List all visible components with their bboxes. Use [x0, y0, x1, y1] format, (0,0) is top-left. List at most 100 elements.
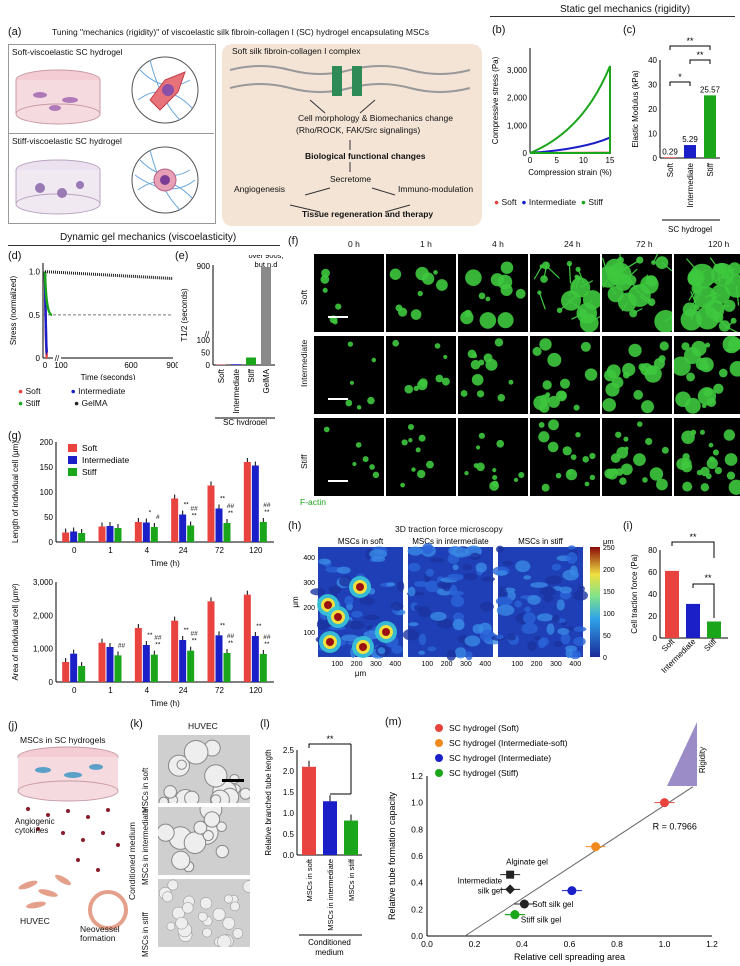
- sig-mark: **: [192, 638, 198, 645]
- note-label: but n.d: [255, 260, 278, 269]
- series-gelma: [44, 270, 174, 281]
- map-texture: [371, 556, 386, 562]
- y-tick-label: 50: [201, 349, 210, 358]
- time-col-label: 4 h: [492, 239, 504, 249]
- neovessel-label: Neovessel formation: [80, 924, 120, 944]
- tube-loop: [230, 901, 240, 912]
- panel-f-microscopy-grid: 0 h 1 h 4 h 24 h 72 h 120 h Soft Intermediate St…: [299, 239, 740, 510]
- rigidity-wedge: [667, 722, 697, 786]
- y-tick-label: 1.0: [283, 809, 295, 818]
- cell-blob: [562, 446, 572, 456]
- map-texture: [429, 557, 445, 563]
- x-axis-label: Time (seconds): [81, 373, 136, 380]
- x-tick-label: MSCs in stiff: [347, 858, 356, 901]
- x-tick-label: 100: [511, 661, 523, 668]
- sig-mark: **: [147, 632, 153, 639]
- y-tick-label: 200: [40, 438, 54, 447]
- x-tick-label: 200: [531, 661, 543, 668]
- microscopy-tile: [674, 418, 740, 496]
- cell-protrusion: [619, 266, 628, 275]
- cell-protrusion: [545, 265, 560, 279]
- cell-blob: [681, 430, 695, 444]
- huvec-image: [156, 797, 250, 875]
- panel-a-divider: [8, 133, 214, 134]
- membrane: [229, 65, 471, 96]
- cell-protrusion: [533, 266, 543, 280]
- y-tick-label: 100: [303, 630, 315, 637]
- map-texture: [407, 546, 423, 556]
- y-tick-label: 0: [49, 538, 54, 547]
- panel-letter-h: (h): [288, 520, 302, 532]
- cell-blob: [395, 304, 403, 312]
- point-label: Intermediate: [458, 876, 503, 885]
- cell-blob: [724, 453, 738, 466]
- sig-mark: **: [155, 642, 161, 649]
- cell-protrusion: [661, 262, 673, 272]
- map-texture: [557, 627, 570, 635]
- map-texture: [479, 629, 495, 642]
- legend-swatch: [68, 444, 77, 452]
- map-texture: [351, 610, 363, 618]
- note-label: over 900s,: [248, 255, 283, 260]
- cell-blob: [623, 436, 629, 442]
- colorbar-tick: 200: [603, 567, 615, 574]
- panel-letter-k: (k): [130, 718, 143, 730]
- cell-blob: [434, 343, 441, 349]
- cell-blob: [547, 441, 559, 453]
- map-texture: [462, 563, 473, 571]
- chart-l: 0.0 0.5 1.0 1.5 2.0 2.5 Relative branched tube…: [264, 734, 362, 957]
- panel-h-title: 3D traction force microscopy: [395, 524, 503, 534]
- map-texture: [551, 563, 562, 571]
- y-tick-label: 0.6: [411, 851, 423, 861]
- cell-blob: [496, 439, 505, 448]
- y-axis-label: Relative branched tube length: [264, 749, 273, 855]
- map-texture: [349, 620, 365, 630]
- cell-blob: [578, 309, 588, 318]
- cell-blob: [478, 359, 485, 366]
- tube-loop: [232, 928, 244, 939]
- panel-letter-f: (f): [288, 235, 299, 247]
- x-tick-label: 100: [421, 661, 433, 668]
- x-tick-label: 300: [460, 661, 472, 668]
- tube-loop: [167, 879, 179, 891]
- cell-blob: [706, 397, 717, 408]
- cell-blob: [729, 361, 740, 377]
- bar-intermediate: [142, 645, 150, 682]
- cell-blob: [500, 261, 514, 274]
- cell-blob: [700, 466, 710, 477]
- microscopy-tile: [386, 418, 456, 496]
- chart-b-legend: ● Soft ● Intermediate ● Stiff: [494, 197, 603, 207]
- cell-blob: [464, 309, 472, 318]
- cell-blob: [606, 364, 621, 379]
- cell-protrusion: [735, 285, 740, 306]
- cell-blob: [417, 290, 423, 297]
- cell-blob: [682, 481, 693, 492]
- colorbar-tick: 100: [603, 611, 615, 618]
- x-tick-label: 200: [351, 661, 363, 668]
- legend-label: Soft: [82, 443, 98, 453]
- map-texture: [451, 547, 469, 556]
- map-texture: [502, 560, 514, 566]
- cell-blob: [615, 431, 622, 438]
- y-tick-label: 0: [206, 361, 211, 370]
- microscopy-tile: [597, 243, 679, 333]
- cell-blob: [464, 470, 469, 476]
- map-texture: [539, 586, 557, 596]
- bar-stiff: [114, 655, 122, 682]
- x-tick-label: Stiff: [247, 368, 256, 382]
- x-tick-label: 24: [179, 686, 188, 695]
- cell-blob: [479, 312, 497, 329]
- y-tick-label: 0: [36, 354, 41, 363]
- sig-label: **: [696, 50, 704, 60]
- bar-soft: [664, 157, 676, 158]
- bar-intermediate: [70, 531, 78, 542]
- cell-blob: [636, 256, 644, 264]
- cell-blob: [623, 371, 630, 379]
- group-label: medium: [315, 948, 344, 957]
- x-tick-label: 400: [479, 661, 491, 668]
- y-tick-label: 0.0: [411, 931, 423, 941]
- rigidity-label: Rigidity: [698, 747, 707, 773]
- cell-blob: [633, 453, 646, 466]
- bar-2: [344, 820, 358, 855]
- scale-bar: [328, 316, 348, 318]
